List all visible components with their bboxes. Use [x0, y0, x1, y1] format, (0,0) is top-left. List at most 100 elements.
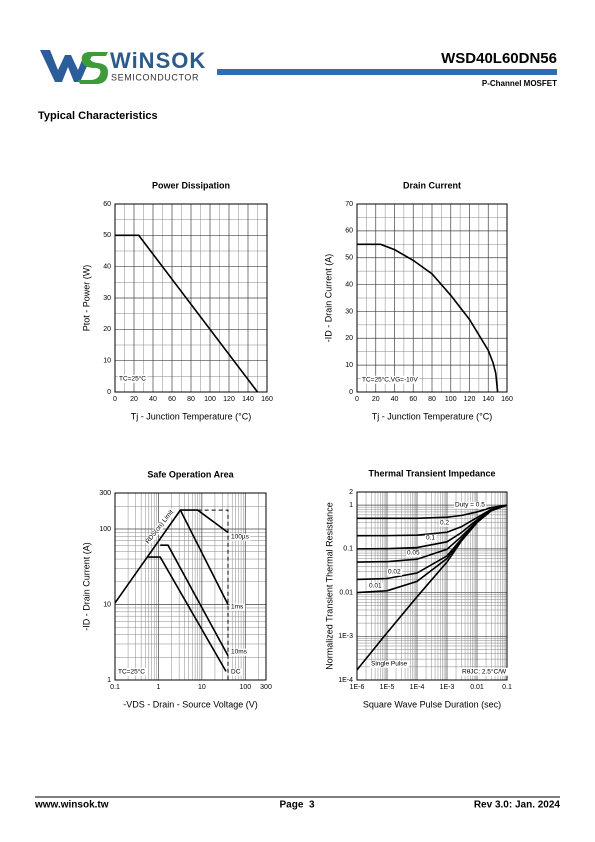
x-tick-label: 40 [391, 396, 399, 403]
annotation: TC=25°C [119, 375, 146, 383]
data-line [197, 509, 229, 680]
footer-website: www.winsok.tw [34, 800, 109, 811]
x-tick-label: 100 [445, 396, 457, 403]
y-tick-label: 300 [99, 490, 111, 497]
x-tick-label: 160 [261, 396, 273, 403]
y-tick-label: 40 [103, 264, 111, 271]
y-tick-label: 60 [103, 201, 111, 208]
plot-frame [356, 491, 508, 681]
annotation-bg [461, 667, 509, 676]
x-tick-label: 1E-4 [410, 684, 425, 691]
series-label-bg [230, 648, 249, 656]
annotation-bg [361, 375, 420, 384]
x-tick-label: 120 [223, 396, 235, 403]
y-tick-label: 20 [103, 326, 111, 333]
data-line [114, 509, 229, 604]
series-label: Duty = 0.5 [455, 502, 485, 509]
y-axis-label: -ID - Drain Current (A) [323, 254, 333, 343]
annotation: TC=25°C [118, 668, 145, 676]
footer-revision: Rev 3.0: Jan. 2024 [474, 800, 561, 811]
series-label-bg [368, 582, 384, 590]
series-label: 100µs [231, 534, 250, 541]
x-tick-label: 0.1 [502, 684, 512, 691]
series-label: 0.01 [369, 583, 382, 590]
annotation: RθJC: 2.5°C/W [462, 668, 507, 676]
x-axis-label: Square Wave Pulse Duration (sec) [363, 699, 501, 709]
x-axis-label: Tj - Junction Temperature (°C) [131, 411, 251, 421]
y-tick-label: 70 [345, 201, 353, 208]
brand: WiNSOK [110, 48, 206, 73]
series-label-bg [439, 519, 451, 527]
plot-frame [356, 203, 508, 393]
logo-s [78, 52, 108, 84]
y-tick-label: 50 [345, 255, 353, 262]
x-tick-label: 300 [260, 684, 272, 691]
y-tick-label: 10 [103, 601, 111, 608]
series-label-bg [406, 549, 422, 557]
annotation-bg [143, 507, 176, 547]
data-line [357, 504, 508, 520]
series-label-bg [230, 533, 251, 541]
series-label: 0.05 [407, 550, 420, 557]
chart-title: Power Dissipation [152, 180, 230, 190]
y-tick-label: 2 [349, 489, 353, 496]
y-tick-label: 1E-3 [338, 633, 353, 640]
data-line [356, 504, 508, 671]
x-tick-label: 1 [156, 684, 160, 691]
x-tick-label: 160 [501, 396, 513, 403]
series-label-bg [425, 534, 437, 542]
y-tick-label: 10 [345, 362, 353, 369]
y-tick-label: 0.01 [339, 589, 353, 596]
x-tick-label: 1E-6 [350, 684, 365, 691]
y-tick-label: 0 [107, 389, 111, 396]
annotation: TC=25°C,VG=-10V [362, 376, 418, 384]
y-tick-label: 1 [107, 677, 111, 684]
series-label-bg [230, 603, 246, 611]
annotation-bg [118, 374, 148, 383]
y-axis-label: Normalized Transient Thermal Resistance [324, 502, 334, 669]
header-bar [217, 69, 557, 75]
x-tick-label: 60 [409, 396, 417, 403]
series-label: 1ms [231, 604, 244, 611]
y-tick-label: 30 [103, 295, 111, 302]
logo-w [40, 50, 92, 82]
data-line [357, 243, 499, 393]
plot-frame [114, 492, 267, 681]
x-tick-label: 0.01 [470, 684, 484, 691]
section-title: Typical Characteristics [38, 110, 158, 122]
series-label: Single Pulse [371, 661, 408, 668]
series-label: 0.1 [426, 535, 435, 542]
x-tick-label: 140 [242, 396, 254, 403]
y-tick-label: 0.1 [343, 546, 353, 553]
series-label-bg [387, 568, 403, 576]
y-tick-label: 1E-4 [338, 677, 353, 684]
x-tick-label: 0.1 [110, 684, 120, 691]
y-tick-label: 60 [345, 228, 353, 235]
x-tick-label: 40 [149, 396, 157, 403]
x-tick-label: 60 [168, 396, 176, 403]
x-tick-label: 80 [187, 396, 195, 403]
data-line [160, 544, 229, 657]
plot-frame [114, 203, 268, 393]
x-tick-label: 20 [372, 396, 380, 403]
y-tick-label: 50 [103, 232, 111, 239]
chart-title: Thermal Transient Impedance [368, 468, 495, 478]
chart-title: Safe Operation Area [147, 469, 234, 479]
x-axis-label: -VDS - Drain - Source Voltage (V) [123, 699, 258, 709]
x-tick-label: 1E-3 [440, 684, 455, 691]
part-number: WSD40L60DN56 [441, 50, 557, 67]
x-tick-label: 140 [482, 396, 494, 403]
x-tick-label: 10 [198, 684, 206, 691]
y-tick-label: 10 [103, 358, 111, 365]
y-tick-label: 100 [99, 526, 111, 533]
footer-page: Page 3 [279, 800, 314, 811]
x-tick-label: 20 [130, 396, 138, 403]
data-line [179, 509, 229, 605]
x-tick-label: 100 [204, 396, 216, 403]
x-tick-label: 1E-5 [380, 684, 395, 691]
y-axis-label: Ptot - Power (W) [81, 265, 91, 332]
x-tick-label: 80 [428, 396, 436, 403]
series-label-bg [230, 668, 242, 676]
